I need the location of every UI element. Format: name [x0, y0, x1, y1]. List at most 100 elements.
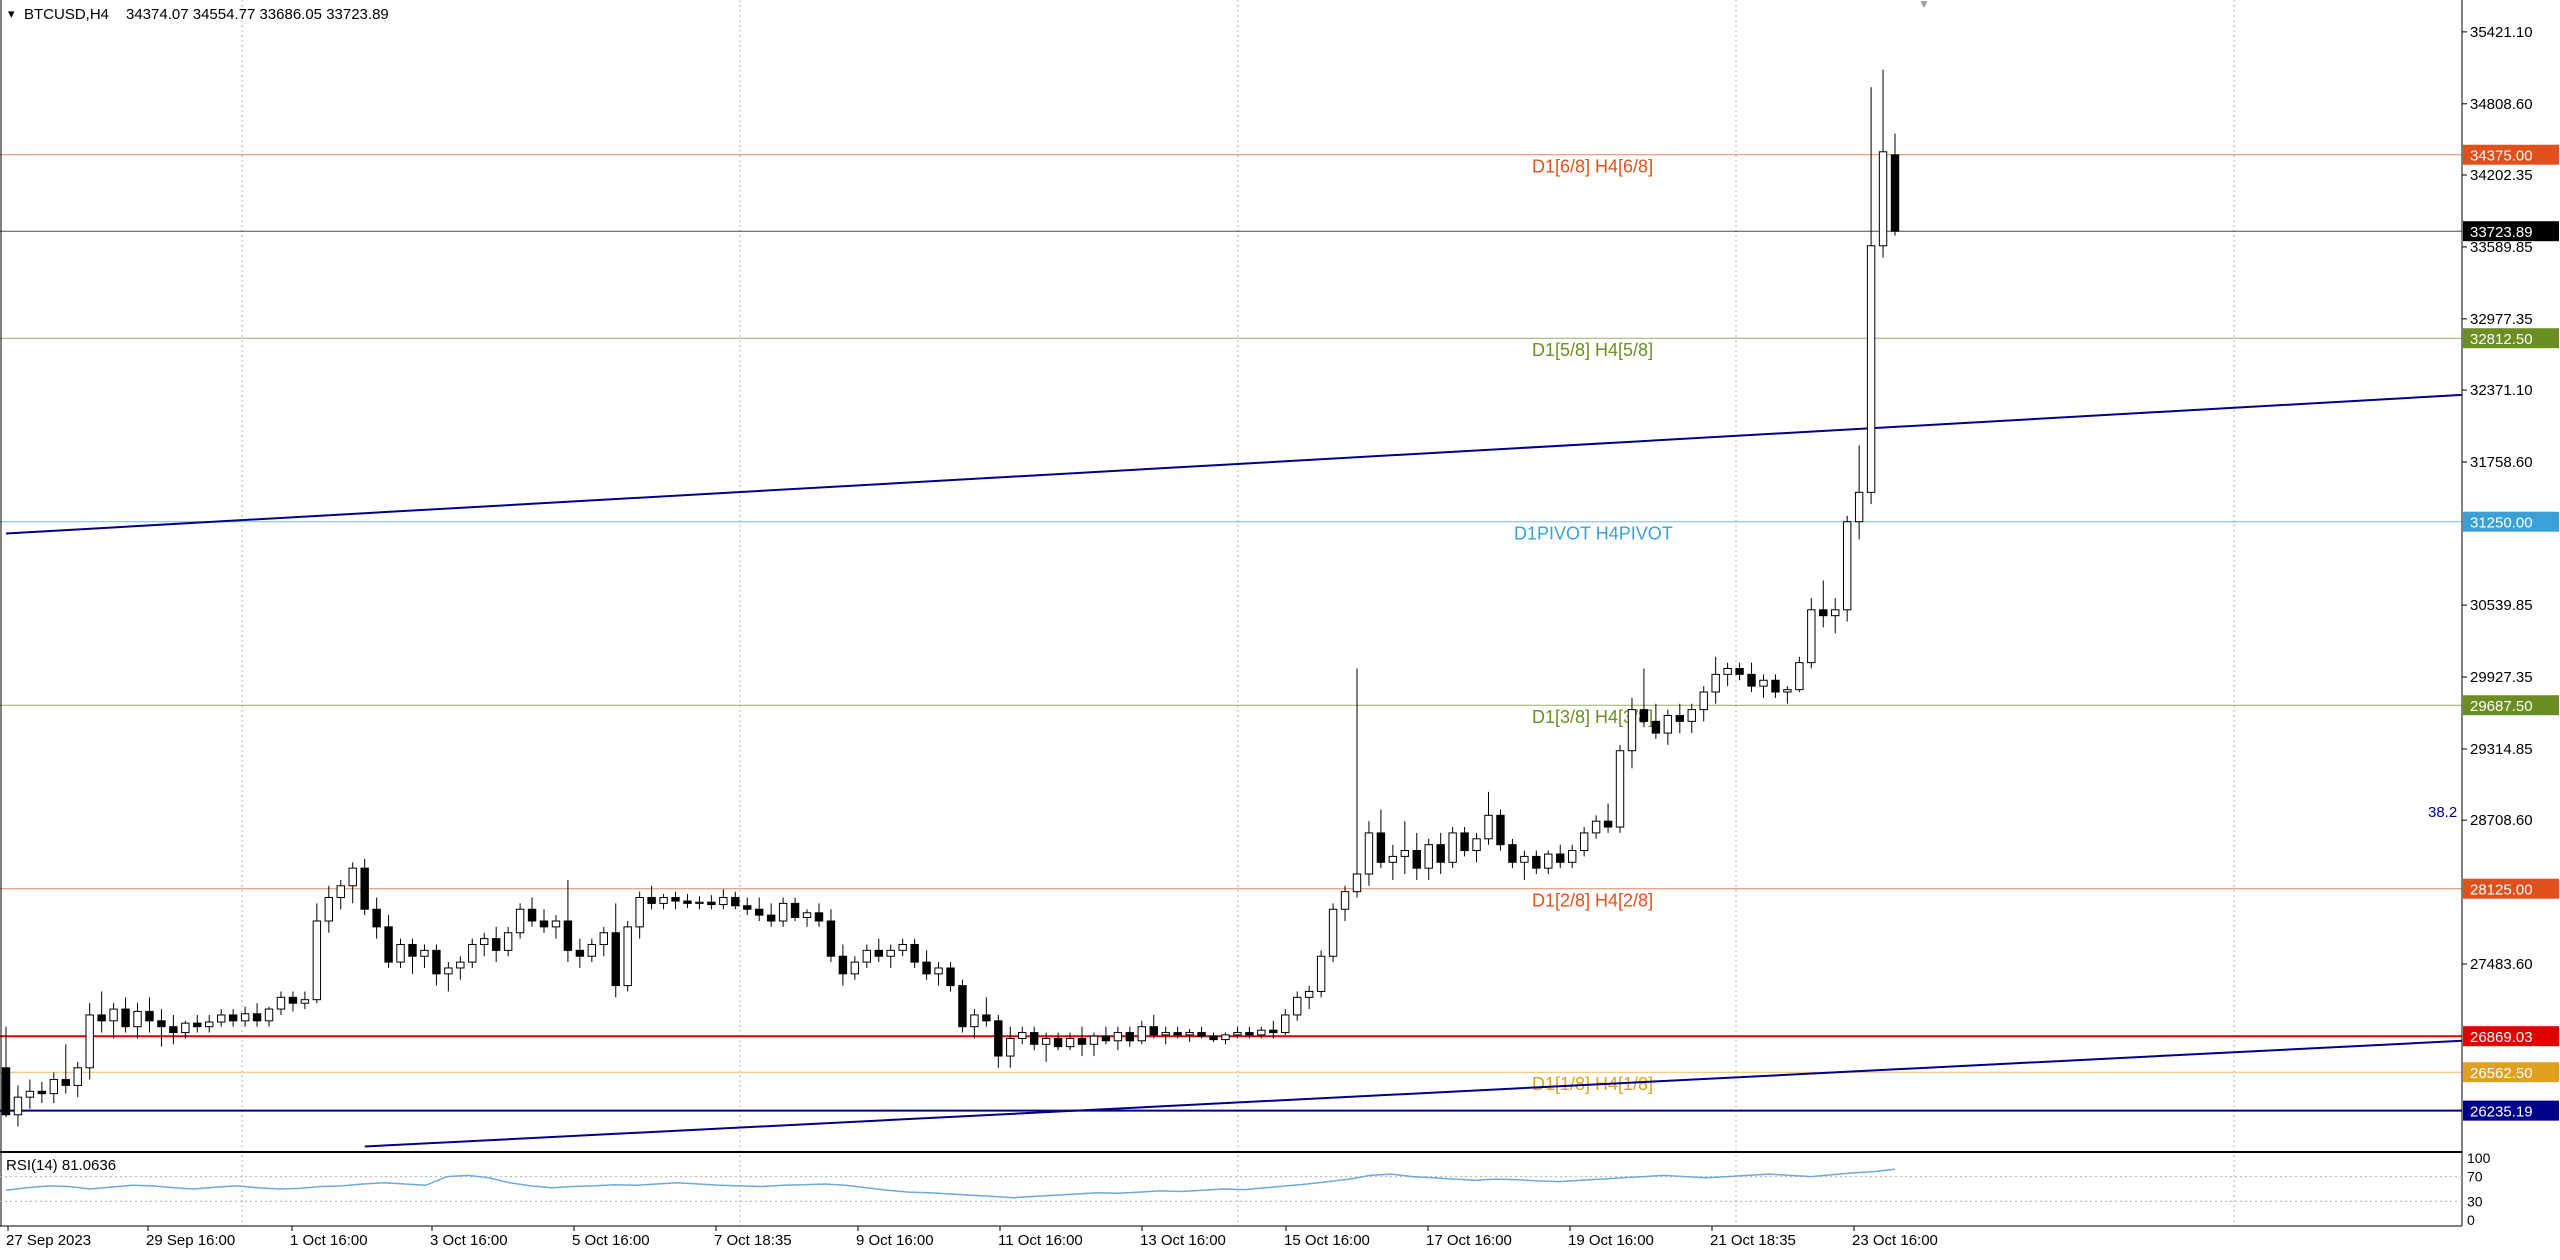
candle-body: [1257, 1029, 1266, 1036]
candle-body: [1496, 814, 1505, 846]
candle-body: [1340, 891, 1350, 910]
candle-body: [288, 996, 298, 1004]
candle-body: [73, 1067, 82, 1086]
candle-body: [420, 949, 429, 957]
candle-body: [1233, 1032, 1242, 1036]
candle-body: [109, 1008, 118, 1022]
candle-body: [360, 867, 369, 910]
candle-body: [1831, 609, 1840, 617]
price-tag: [2463, 511, 2559, 532]
candle-body: [683, 900, 692, 904]
candle-body: [1089, 1035, 1099, 1045]
candle-body: [1041, 1037, 1051, 1045]
candle-body: [731, 897, 740, 907]
time-tick-label: 29 Sep 16:00: [146, 1232, 235, 1249]
candle-body: [1699, 691, 1708, 711]
price-tick-label: 30539.85: [2470, 597, 2533, 614]
candle-body: [456, 961, 465, 969]
rsi-level-label: 70: [2467, 1169, 2483, 1185]
candle-body: [1520, 855, 1529, 863]
candle-body: [886, 949, 895, 957]
candle-body: [1185, 1032, 1194, 1036]
shift-marker-icon[interactable]: ▼: [1918, 0, 1930, 11]
candle-body: [659, 897, 668, 904]
price-tag-label: 26562.50: [2470, 1065, 2533, 1082]
candle-body: [1890, 154, 1900, 232]
price-tick-label: 33589.85: [2470, 239, 2533, 256]
candle-body: [1854, 491, 1864, 523]
time-tick-label: 11 Oct 16:00: [998, 1232, 1083, 1249]
candle-body: [300, 999, 310, 1004]
candle-body: [432, 949, 441, 975]
candle-body: [790, 902, 800, 918]
price-tag: [2463, 1100, 2559, 1121]
candle-body: [707, 901, 716, 906]
price-tag: [2463, 1062, 2559, 1083]
candle-body: [1747, 673, 1756, 687]
header-collapse-icon[interactable]: ▾: [8, 6, 15, 21]
trendlines-layer: [5, 393, 2463, 1148]
candle-body: [503, 932, 513, 951]
price-tick-label: 35421.10: [2470, 24, 2533, 41]
candle-body: [850, 961, 860, 975]
candle-body: [1376, 832, 1386, 863]
price-tag: [2463, 221, 2559, 242]
candle-body: [1842, 521, 1852, 611]
candle-body: [240, 1013, 250, 1022]
candle-body: [1663, 714, 1673, 734]
candle-body: [719, 897, 728, 906]
candle-body: [1197, 1032, 1206, 1037]
candle-body: [1532, 855, 1541, 869]
candle-body: [1508, 844, 1517, 863]
candle-body: [491, 938, 501, 951]
candle-body: [814, 912, 824, 922]
candle-body: [982, 1014, 991, 1022]
candle-body: [766, 914, 776, 922]
candle-body: [1436, 844, 1445, 863]
candle-body: [252, 1013, 262, 1022]
candle-body: [575, 949, 585, 957]
candle-body: [1304, 990, 1314, 998]
candle-body: [1615, 750, 1625, 828]
candle-body: [1018, 1032, 1027, 1039]
candle-body: [1149, 1026, 1158, 1036]
candle-body: [695, 901, 704, 904]
candle-body: [599, 932, 608, 945]
time-tick-label: 9 Oct 16:00: [856, 1232, 934, 1249]
price-tick-label: 29927.35: [2470, 669, 2533, 686]
candle-body: [1484, 814, 1493, 840]
candle-body: [1627, 709, 1637, 752]
candle-body: [264, 1008, 274, 1022]
candle-body: [1783, 689, 1792, 693]
candle-body: [193, 1022, 202, 1028]
candle-body: [324, 897, 334, 922]
candle-body: [1053, 1037, 1063, 1048]
trendline: [5, 393, 2463, 535]
candle-body: [1639, 709, 1649, 722]
candle-body: [1065, 1037, 1075, 1048]
candle-body: [862, 949, 872, 963]
time-tick-label: 19 Oct 16:00: [1568, 1232, 1654, 1249]
candle-body: [408, 943, 417, 957]
candle-body: [1866, 245, 1876, 493]
candle-body: [1591, 820, 1601, 834]
price-tick-label: 28708.60: [2470, 812, 2533, 829]
price-tick-label: 27483.60: [2470, 956, 2533, 973]
price-tag-label: 32812.50: [2470, 331, 2533, 348]
price-tick-label: 34808.60: [2470, 96, 2533, 113]
candle-body: [1711, 673, 1720, 693]
candle-body: [1137, 1026, 1146, 1042]
candle-body: [1723, 668, 1732, 675]
candle-body: [1687, 709, 1696, 722]
candle-body: [1424, 844, 1433, 869]
candle-body: [1101, 1035, 1111, 1042]
candle-body: [1675, 714, 1685, 722]
candle-body: [994, 1020, 1003, 1057]
candle-body: [1352, 873, 1362, 893]
candle-body: [623, 926, 632, 987]
time-tick-label: 23 Oct 16:00: [1852, 1232, 1938, 1249]
candle-body: [1328, 908, 1338, 957]
